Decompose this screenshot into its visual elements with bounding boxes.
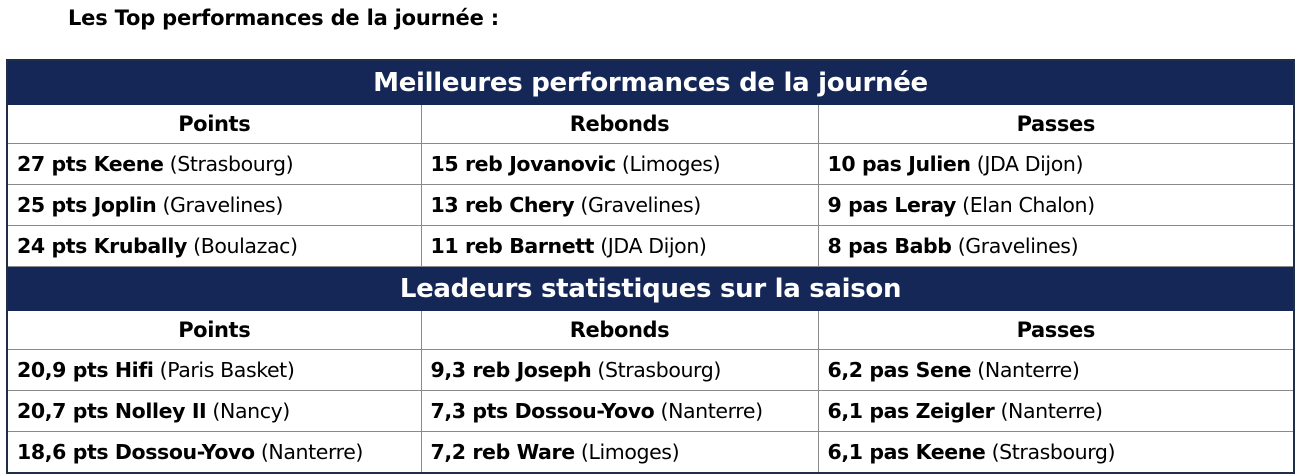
stat-value: 13 reb Chery bbox=[430, 193, 575, 217]
passes-cell: 6,1 pas Zeigler (Nanterre) bbox=[817, 390, 1295, 432]
team-name: (Strasbourg) bbox=[597, 358, 721, 382]
passes-cell: 10 pas Julien (JDA Dijon) bbox=[817, 143, 1295, 185]
stat-value: 10 pas Julien bbox=[827, 152, 971, 176]
column-header-rebonds: Rebonds bbox=[420, 310, 819, 350]
column-header-rebonds: Rebonds bbox=[420, 104, 819, 144]
table-row: 20,9 pts Hifi (Paris Basket) 9,3 reb Jos… bbox=[6, 349, 1295, 391]
stat-value: 11 reb Barnett bbox=[430, 234, 595, 258]
passes-cell: 9 pas Leray (Elan Chalon) bbox=[817, 184, 1295, 226]
rebonds-cell: 11 reb Barnett (JDA Dijon) bbox=[420, 225, 819, 267]
team-name: (JDA Dijon) bbox=[600, 234, 707, 258]
table-row: 24 pts Krubally (Boulazac) 11 reb Barnet… bbox=[6, 225, 1295, 267]
rebonds-cell: 7,2 reb Ware (Limoges) bbox=[420, 431, 819, 474]
team-name: (Strasbourg) bbox=[169, 152, 294, 176]
team-name: (Nancy) bbox=[212, 399, 290, 423]
team-name: (Elan Chalon) bbox=[962, 193, 1095, 217]
team-name: (Limoges) bbox=[580, 440, 680, 464]
column-header-points: Points bbox=[6, 104, 422, 144]
column-header-row: Points Rebonds Passes bbox=[6, 104, 1295, 144]
section-banner-row: Meilleures performances de la journée bbox=[6, 59, 1295, 105]
stats-table: Meilleures performances de la journée Po… bbox=[6, 59, 1296, 474]
column-header-passes: Passes bbox=[817, 310, 1295, 350]
stat-value: 9 pas Leray bbox=[827, 193, 957, 217]
rebonds-cell: 13 reb Chery (Gravelines) bbox=[420, 184, 819, 226]
passes-cell: 6,2 pas Sene (Nanterre) bbox=[817, 349, 1295, 391]
section-banner-row: Leadeurs statistiques sur la saison bbox=[6, 266, 1295, 311]
stat-value: 20,9 pts Hifi bbox=[17, 358, 154, 382]
passes-cell: 6,1 pas Keene (Strasbourg) bbox=[817, 431, 1295, 474]
rebonds-cell: 9,3 reb Joseph (Strasbourg) bbox=[420, 349, 819, 391]
team-name: (Nanterre) bbox=[260, 440, 364, 464]
column-header-row: Points Rebonds Passes bbox=[6, 310, 1295, 350]
team-name: (Gravelines) bbox=[162, 193, 283, 217]
points-cell: 25 pts Joplin (Gravelines) bbox=[6, 184, 422, 226]
rebonds-cell: 15 reb Jovanovic (Limoges) bbox=[420, 143, 819, 185]
team-name: (JDA Dijon) bbox=[976, 152, 1084, 176]
table-row: 27 pts Keene (Strasbourg) 15 reb Jovanov… bbox=[6, 143, 1295, 185]
stat-value: 6,2 pas Sene bbox=[827, 358, 972, 382]
stat-value: 24 pts Krubally bbox=[17, 234, 187, 258]
team-name: (Gravelines) bbox=[957, 234, 1079, 258]
stat-value: 7,3 pts Dossou-Yovo bbox=[430, 399, 655, 423]
table-row: 18,6 pts Dossou-Yovo (Nanterre) 7,2 reb … bbox=[6, 431, 1295, 474]
stat-value: 9,3 reb Joseph bbox=[430, 358, 592, 382]
page-title: Les Top performances de la journée : bbox=[68, 6, 499, 30]
table-row: 20,7 pts Nolley II (Nancy) 7,3 pts Dosso… bbox=[6, 390, 1295, 432]
team-name: (Limoges) bbox=[621, 152, 721, 176]
stat-value: 6,1 pas Zeigler bbox=[827, 399, 995, 423]
team-name: (Gravelines) bbox=[580, 193, 701, 217]
stat-value: 7,2 reb Ware bbox=[430, 440, 576, 464]
passes-cell: 8 pas Babb (Gravelines) bbox=[817, 225, 1295, 267]
section-title: Leadeurs statistiques sur la saison bbox=[6, 266, 1295, 311]
column-header-passes: Passes bbox=[817, 104, 1295, 144]
stat-value: 6,1 pas Keene bbox=[827, 440, 986, 464]
team-name: (Boulazac) bbox=[193, 234, 298, 258]
team-name: (Paris Basket) bbox=[159, 358, 295, 382]
points-cell: 20,7 pts Nolley II (Nancy) bbox=[6, 390, 422, 432]
points-cell: 18,6 pts Dossou-Yovo (Nanterre) bbox=[6, 431, 422, 474]
stat-value: 8 pas Babb bbox=[827, 234, 952, 258]
stat-value: 18,6 pts Dossou-Yovo bbox=[17, 440, 255, 464]
rebonds-cell: 7,3 pts Dossou-Yovo (Nanterre) bbox=[420, 390, 819, 432]
points-cell: 20,9 pts Hifi (Paris Basket) bbox=[6, 349, 422, 391]
team-name: (Nanterre) bbox=[1000, 399, 1103, 423]
stat-value: 20,7 pts Nolley II bbox=[17, 399, 207, 423]
points-cell: 24 pts Krubally (Boulazac) bbox=[6, 225, 422, 267]
table-row: 25 pts Joplin (Gravelines) 13 reb Chery … bbox=[6, 184, 1295, 226]
stat-value: 25 pts Joplin bbox=[17, 193, 157, 217]
stat-value: 15 reb Jovanovic bbox=[430, 152, 617, 176]
team-name: (Nanterre) bbox=[977, 358, 1080, 382]
team-name: (Strasbourg) bbox=[991, 440, 1116, 464]
stat-value: 27 pts Keene bbox=[17, 152, 164, 176]
column-header-points: Points bbox=[6, 310, 422, 350]
section-title: Meilleures performances de la journée bbox=[6, 59, 1295, 105]
points-cell: 27 pts Keene (Strasbourg) bbox=[6, 143, 422, 185]
team-name: (Nanterre) bbox=[660, 399, 763, 423]
